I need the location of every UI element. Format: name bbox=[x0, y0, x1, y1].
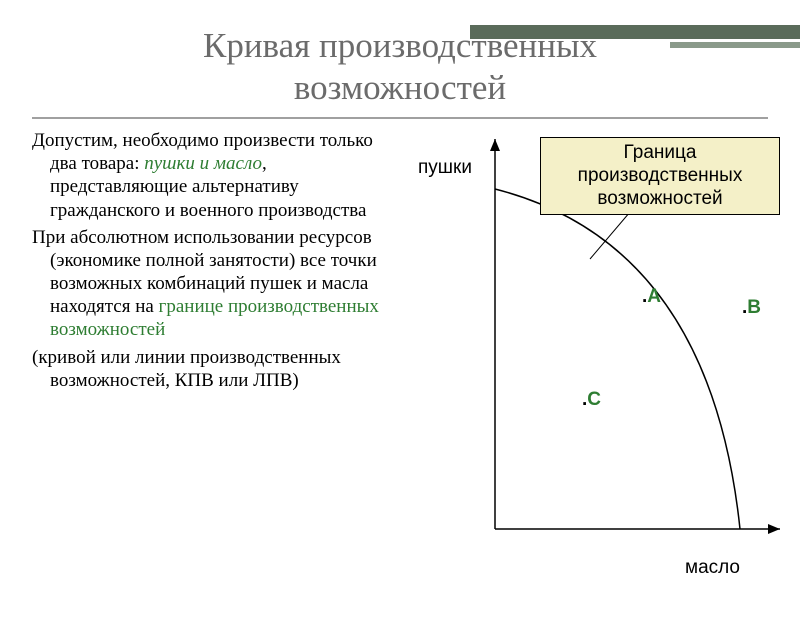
text-column: Допустим, необходимо произвести только д… bbox=[0, 129, 400, 599]
accent-bar-primary bbox=[470, 25, 800, 39]
point-b: .B bbox=[742, 297, 761, 319]
point-c: .C bbox=[582, 389, 601, 411]
callout-l2: производственных bbox=[578, 165, 743, 186]
paragraph-2: При абсолютном использовании ресурсов (э… bbox=[32, 226, 394, 342]
point-a-label: A bbox=[647, 286, 661, 307]
chart-area: Граница производственных возможностей пу… bbox=[400, 129, 800, 599]
paragraph-3: (кривой или линии производственных возмо… bbox=[32, 346, 394, 392]
p1-italic: пушки и масло bbox=[144, 153, 262, 174]
accent-bar-secondary bbox=[670, 42, 800, 48]
point-a: .A bbox=[642, 286, 661, 308]
point-b-label: B bbox=[747, 297, 761, 318]
p3-text: (кривой или линии производственных возмо… bbox=[32, 347, 341, 391]
title-line-2: возможностей bbox=[294, 68, 506, 107]
content-area: Допустим, необходимо произвести только д… bbox=[0, 129, 800, 599]
point-c-label: C bbox=[587, 389, 601, 410]
paragraph-1: Допустим, необходимо произвести только д… bbox=[32, 129, 394, 222]
callout-l1: Граница bbox=[624, 142, 697, 163]
header-accent bbox=[470, 25, 800, 48]
callout-l3: возможностей bbox=[597, 188, 722, 209]
frontier-callout: Граница производственных возможностей bbox=[540, 137, 780, 215]
